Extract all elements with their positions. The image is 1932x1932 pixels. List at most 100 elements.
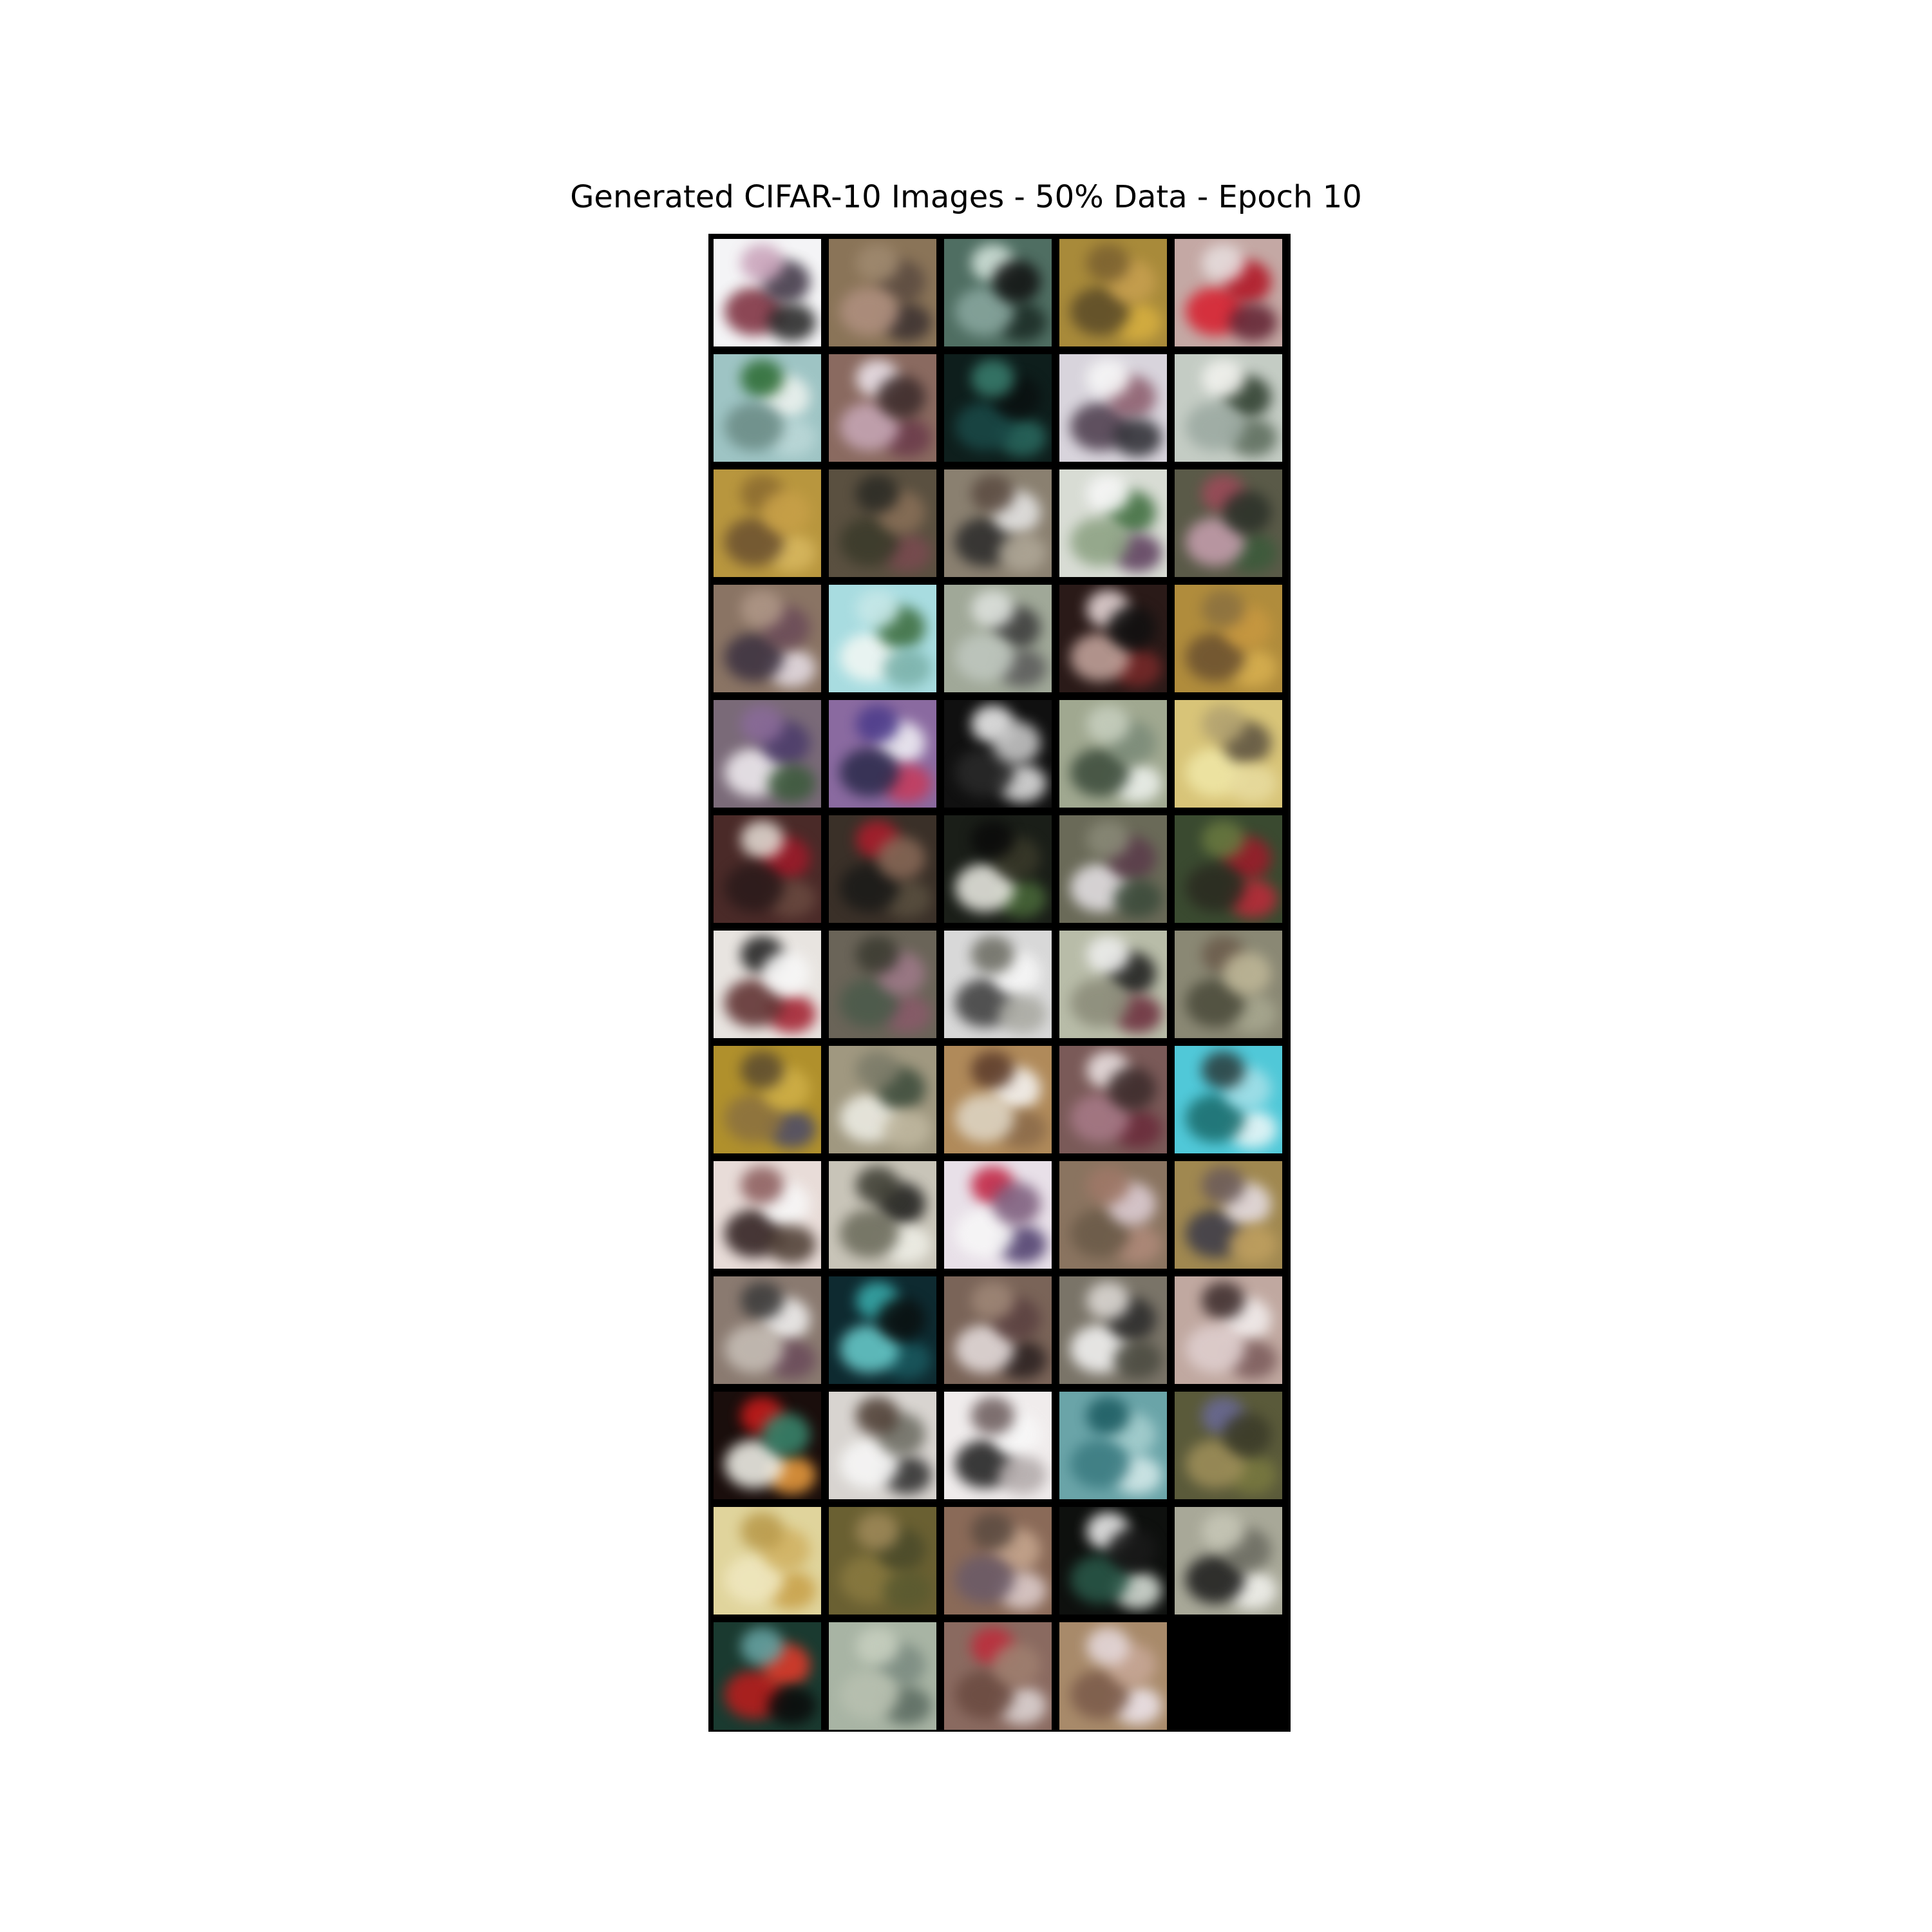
image-blob [1070,979,1130,1028]
image-blob [882,1571,931,1609]
generated-image-tile [944,239,1052,346]
image-blob [740,1282,784,1320]
generated-image-tile [1059,1046,1167,1153]
generated-image-tile [944,1507,1052,1615]
image-blob [1086,936,1130,974]
image-blob [1223,952,1272,996]
image-blob [855,244,899,282]
image-blob [839,1209,899,1258]
generated-image-tile [714,700,821,808]
generated-image-tile [829,1161,936,1269]
image-blob [839,748,899,797]
image-blob [877,1298,926,1341]
image-blob [1223,1413,1272,1457]
image-blob [1070,1440,1130,1489]
generated-image-tile [714,239,821,346]
generated-image-tile [1175,469,1282,577]
image-blob [740,1166,784,1204]
generated-image-tile [1059,585,1167,692]
image-blob [1228,303,1277,341]
generated-image-tile [829,1392,936,1499]
generated-image-tile [714,1507,821,1615]
image-blob [1108,1528,1157,1572]
image-blob [855,1051,899,1089]
image-blob [855,590,899,628]
image-blob [762,491,811,535]
image-blob [1113,419,1162,457]
generated-image-tile [714,1161,821,1269]
generated-image-tile [829,1622,936,1730]
image-blob [1086,1627,1130,1665]
image-blob [998,995,1046,1033]
generated-image-tile [1059,931,1167,1038]
image-blob [1201,820,1245,858]
image-blob [1108,1067,1157,1111]
image-blob [740,359,784,397]
generated-image-tile [1175,815,1282,923]
generated-image-tile [1059,815,1167,923]
image-blob [762,952,811,996]
image-blob [1086,1282,1130,1320]
image-blob [992,260,1041,304]
image-blob [1113,1341,1162,1379]
image-blob [1185,864,1245,913]
generated-image-tile [1175,1276,1282,1384]
image-blob [855,475,899,513]
image-blob [740,705,784,743]
image-blob [1201,244,1245,282]
generated-image-tile [1059,1507,1167,1615]
image-blob [740,1051,784,1089]
image-blob [767,1687,816,1725]
image-blob [954,633,1014,682]
figure-title: Generated CIFAR-10 Images - 50% Data - E… [570,179,1362,215]
generated-image-tile [829,1046,936,1153]
generated-image-tile [829,469,936,577]
image-blob [740,590,784,628]
generated-image-tile [1175,239,1282,346]
image-blob [1223,491,1272,535]
image-blob [954,1094,1014,1143]
image-blob [855,936,899,974]
generated-image-tile [829,931,936,1038]
image-blob [1086,1166,1130,1204]
image-blob [954,1555,1014,1604]
image-blob [1201,1051,1245,1089]
image-blob [1086,475,1130,513]
image-blob [767,764,816,802]
image-blob [724,402,784,451]
generated-image-tile [829,815,936,923]
image-blob [971,820,1014,858]
image-blob [1228,764,1277,802]
image-blob [1108,606,1157,650]
generated-image-tile [944,700,1052,808]
generated-image-tile [1059,239,1167,346]
generated-image-tile [944,1622,1052,1730]
generated-image-tile [1175,1392,1282,1499]
generated-image-tile [944,1276,1052,1384]
image-blob [1086,244,1130,282]
image-blob [839,1671,899,1719]
generated-image-tile [714,815,821,923]
generated-image-tile [829,700,936,808]
generated-image-tile [714,1622,821,1730]
image-blob [992,721,1041,765]
image-blob [971,475,1014,513]
image-blob [971,590,1014,628]
generated-image-tile [944,931,1052,1038]
image-blob [855,1512,899,1550]
image-blob [839,287,899,336]
generated-image-tile [829,239,936,346]
generated-image-tile [1175,1046,1282,1153]
image-grid [708,234,1291,1732]
image-blob [740,820,784,858]
generated-image-tile [1059,1161,1167,1269]
generated-image-tile [714,585,821,692]
generated-image-tile [1175,1507,1282,1615]
image-blob [971,1282,1014,1320]
generated-image-tile [714,1276,821,1384]
image-blob [992,1643,1041,1687]
image-blob [855,705,899,743]
generated-image-tile [1059,354,1167,462]
image-blob [1185,402,1245,451]
image-blob [762,1413,811,1457]
